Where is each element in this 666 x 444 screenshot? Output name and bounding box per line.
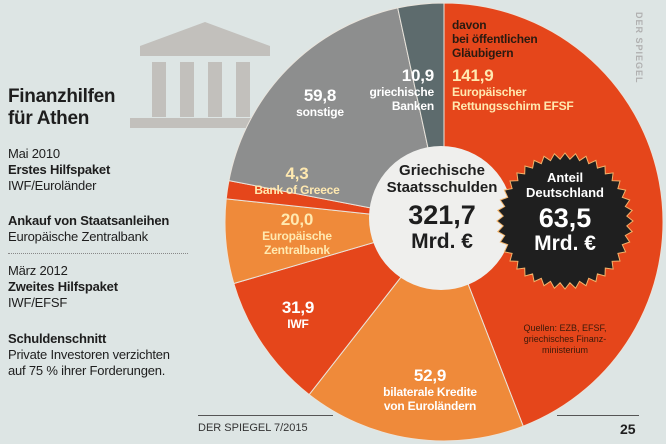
value-label: 31,9 (281, 298, 315, 317)
sidebar-item: März 2012 Zweites Hilfspaket IWF/EFSF (8, 263, 118, 311)
title-line: für Athen (8, 108, 90, 129)
slice-label: von Euroländern (383, 399, 477, 413)
title-line: Finanzhilfen (8, 86, 116, 107)
slice-label: Rettungsschirm EFSF (452, 99, 574, 113)
value-label: 59,8 (303, 86, 337, 105)
label-bank-of-greece: 4,3 Bank of Greece (252, 164, 342, 197)
sidebar-heading: Ankauf von Staatsanleihen (8, 213, 170, 228)
sidebar-heading: Zweites Hilfspaket (8, 279, 118, 294)
value-label: 52,9 (413, 366, 447, 385)
sidebar-item: Schuldenschnitt Private Investoren verzi… (8, 331, 170, 379)
germany-share-value: 63,5 (538, 203, 592, 233)
total-label-line: Staatsschulden (386, 179, 498, 196)
label-iwf: 31,9 IWF (268, 298, 328, 331)
total-label-line: Griechische (399, 162, 485, 179)
sidebar-text: Europäische Zentralbank (8, 229, 148, 244)
watermark: DER SPIEGEL (634, 12, 644, 84)
source-line: Quellen: EZB, EFSF, (523, 323, 607, 333)
slice-label: bilaterale Kredite (383, 385, 477, 399)
source-line: ministerium (541, 345, 588, 355)
unit-label: Mrd. € (534, 232, 596, 255)
total-debt-label: Griechische Staatsschulden 321,7 Mrd. € (372, 162, 512, 254)
total-debt-value: 321,7 (408, 200, 476, 230)
sidebar-date: Mai 2010 (8, 146, 60, 161)
slice-label: Bank of Greece (254, 183, 340, 197)
page-title: Finanzhilfen für Athen (8, 86, 116, 130)
label-efsf: 141,9 Europäischer Rettungsschirm EFSF (452, 66, 574, 113)
temple-illustration (130, 22, 280, 128)
value-label: 20,0 (280, 210, 314, 229)
footer-rule (198, 415, 333, 416)
label-sonstige: 59,8 sonstige (290, 86, 350, 119)
footer-issue: DER SPIEGEL 7/2015 (198, 422, 308, 434)
slice-label: Europäische (262, 229, 332, 243)
sidebar-text: IWF/Euroländer (8, 178, 97, 193)
sidebar-heading: Erstes Hilfspaket (8, 162, 111, 177)
slice-label: Banken (391, 99, 434, 113)
germany-label-line: Deutschland (525, 185, 604, 200)
pie-slice (308, 220, 524, 442)
source-line: griechisches Finanz- (523, 334, 607, 344)
note-line: Gläubigern (452, 46, 514, 60)
slice-label: Zentralbank (264, 243, 330, 257)
source-note: Quellen: EZB, EFSF, griechisches Finanz-… (510, 323, 620, 356)
germany-share-badge (496, 152, 634, 290)
sidebar-text: Private Investoren verzichten (8, 347, 170, 362)
total-circle (369, 146, 513, 290)
sidebar-text: IWF/EFSF (8, 295, 68, 310)
footer-rule (557, 415, 639, 416)
germany-share-label: Anteil Deutschland 63,5 Mrd. € (505, 170, 625, 255)
note-line: bei öffentlichen (452, 32, 538, 46)
sidebar-heading: Schuldenschnitt (8, 331, 107, 346)
sidebar-text: auf 75 % ihrer Forderungen. (8, 363, 166, 378)
public-creditors-note: davon bei öffentlichen Gläubigern (452, 18, 538, 60)
label-greek-banks: 10,9 griechische Banken (362, 66, 435, 113)
divider (8, 253, 188, 254)
note-line: davon (452, 18, 487, 32)
value-label: 4,3 (285, 164, 309, 183)
value-label: 10,9 (401, 66, 434, 85)
sidebar-date: März 2012 (8, 263, 68, 278)
sidebar-item: Mai 2010 Erstes Hilfspaket IWF/Eurolände… (8, 146, 110, 194)
slice-label: Europäischer (452, 85, 527, 99)
sidebar-item: Ankauf von Staatsanleihen Europäische Ze… (8, 213, 169, 245)
slice-label: griechische (369, 85, 435, 99)
label-bilateral: 52,9 bilaterale Kredite von Euroländern (350, 366, 510, 413)
slice-label: sonstige (296, 105, 344, 119)
label-ezb: 20,0 Europäische Zentralbank (252, 210, 342, 257)
germany-label-line: Anteil (546, 170, 584, 185)
slice-label: IWF (287, 317, 309, 331)
page-number: 25 (620, 421, 636, 437)
unit-label: Mrd. € (411, 230, 473, 253)
value-label: 141,9 (452, 66, 494, 85)
